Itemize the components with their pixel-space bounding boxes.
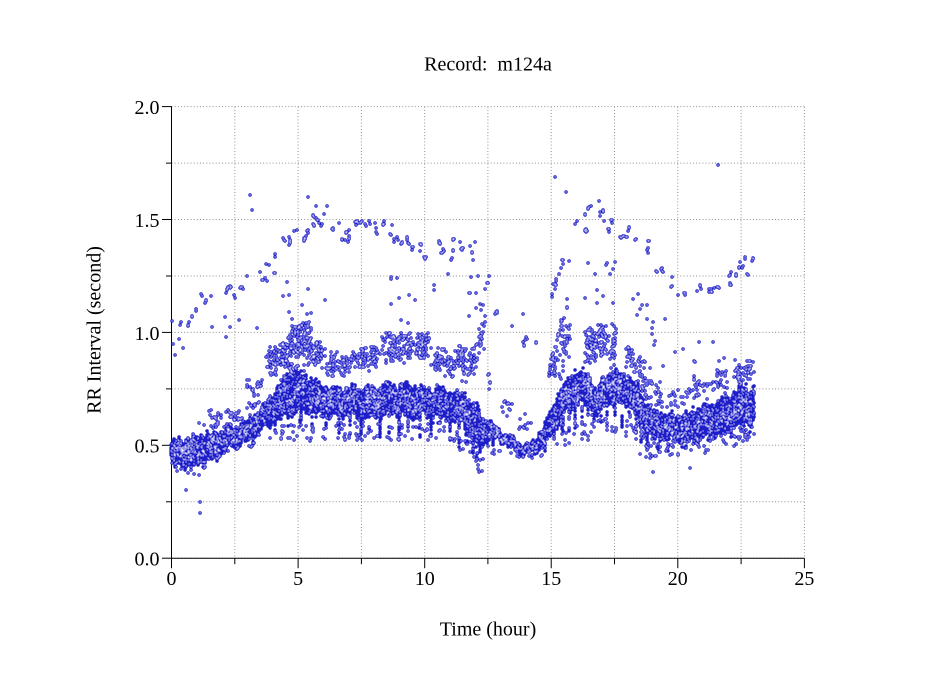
svg-text:1.0: 1.0 [135,323,160,345]
svg-text:Time (hour): Time (hour) [440,619,536,641]
svg-text:2.0: 2.0 [135,97,160,119]
svg-text:0.0: 0.0 [135,549,160,571]
svg-text:Record: m124a: Record: m124a [424,54,552,76]
svg-text:1.5: 1.5 [135,210,160,232]
svg-text:15: 15 [541,568,561,590]
svg-text:RR Interval (second): RR Interval (second) [84,246,106,414]
svg-text:0: 0 [167,568,177,590]
svg-text:0.5: 0.5 [135,436,160,458]
svg-text:5: 5 [293,568,303,590]
svg-text:10: 10 [415,568,435,590]
svg-text:20: 20 [668,568,688,590]
svg-text:25: 25 [794,568,814,590]
